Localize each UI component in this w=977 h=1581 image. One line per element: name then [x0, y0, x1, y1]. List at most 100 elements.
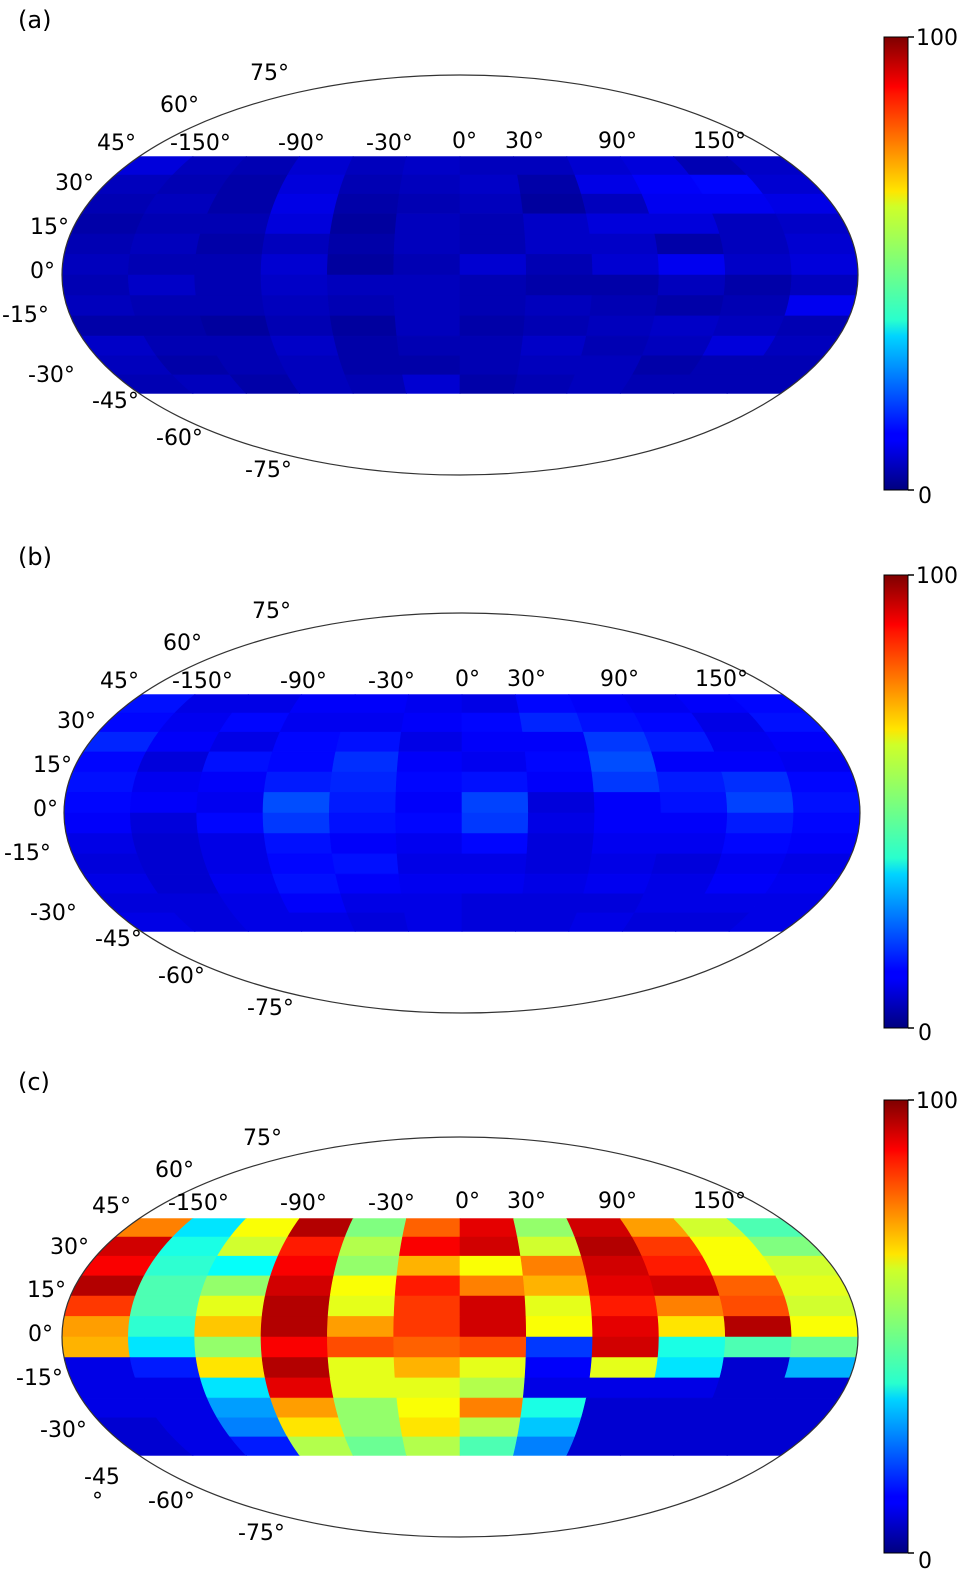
heatmap-cell [459, 156, 518, 176]
heatmap-cell [69, 1377, 145, 1399]
heatmap-cell [331, 853, 400, 875]
heatmap-cell [789, 1336, 859, 1358]
heatmap-cell [576, 893, 645, 914]
heatmap-cell [515, 694, 578, 714]
heatmap-cell [216, 1236, 289, 1257]
lat-label-m75-a: -75° [245, 458, 292, 483]
heatmap-cell [272, 731, 342, 753]
heatmap-cell [762, 1397, 840, 1419]
heatmap-cell [520, 335, 587, 357]
heatmap-cell [574, 1236, 643, 1257]
heatmap-cell [461, 694, 520, 714]
heatmap-cell [263, 771, 333, 793]
heatmap-cell [459, 1357, 527, 1379]
panel-a-plot [61, 74, 859, 476]
heatmap-cell [63, 1357, 136, 1379]
heatmap-cell [270, 335, 340, 357]
heatmap-cell [525, 254, 593, 276]
heatmap-cell [524, 233, 593, 255]
lat-label-15-a: 15° [30, 215, 69, 240]
heatmap-cell [574, 1417, 643, 1438]
heatmap-cell [580, 193, 650, 215]
heatmap-cell [719, 1357, 791, 1379]
heatmap-cell [775, 315, 851, 337]
heatmap-cell [517, 174, 582, 195]
heatmap-cell [762, 1255, 840, 1277]
heatmap-cell [524, 1357, 593, 1379]
heatmap-cell [576, 712, 645, 733]
heatmap-cell [65, 833, 138, 855]
heatmap-cell [206, 193, 279, 215]
heatmap-cell [262, 792, 331, 814]
heatmap-cell [519, 893, 584, 914]
heatmap-cell [262, 812, 331, 834]
heatmap-cell [398, 1236, 461, 1257]
heatmap-cell [702, 335, 777, 357]
heatmap-cell [764, 731, 842, 753]
heatmap-cell [199, 1275, 271, 1297]
heatmap-cell [143, 1397, 218, 1419]
lat-label-15-b: 15° [33, 753, 72, 778]
heatmap-cell [338, 1417, 403, 1438]
lat-label-m45-degree-c: ° [92, 1489, 103, 1514]
heatmap-cell [398, 731, 463, 753]
heatmap-cell [63, 812, 133, 834]
panel-b-plot [63, 612, 861, 1014]
heatmap-cell [402, 374, 461, 394]
lat-label-m45-a: -45° [92, 389, 139, 414]
heatmap-cell [649, 1377, 721, 1399]
heatmap-cell [580, 1397, 650, 1419]
heatmap-cell [517, 1236, 582, 1257]
lon-label-0-c: 0° [455, 1189, 480, 1214]
heatmap-cell [643, 731, 716, 753]
heatmap-cell [329, 833, 398, 855]
heatmap-cell [524, 853, 593, 875]
heatmap-cell [196, 812, 265, 834]
heatmap-cell [129, 1357, 201, 1379]
heatmap-cell [702, 1397, 777, 1419]
heatmap-cell [585, 213, 656, 235]
heatmap-cell [461, 853, 528, 875]
lat-label-m15-c: -15° [16, 1366, 63, 1391]
heatmap-cell [329, 1377, 398, 1399]
heatmap-cell [459, 1417, 522, 1438]
heatmap-cell [591, 771, 661, 793]
lat-label-0-c: 0° [28, 1322, 53, 1347]
heatmap-cell [130, 792, 199, 814]
heatmap-cell [789, 1316, 859, 1338]
heatmap-cell [657, 274, 726, 296]
heatmap-cell [520, 1255, 587, 1277]
lon-label-30-a: 30° [505, 129, 544, 154]
heatmap-cell [145, 873, 220, 895]
colorbar-c-min-label: 0 [918, 1549, 932, 1574]
heatmap-cell [654, 1295, 725, 1317]
panel-b: (b) 75° 60° 45° 30° 15° 0° -15° -30° -45… [4, 543, 958, 1046]
heatmap-cell [80, 193, 158, 215]
heatmap-cell [266, 853, 337, 875]
heatmap-cell [131, 771, 203, 793]
heatmap-cell [327, 254, 395, 276]
heatmap-cell [197, 833, 268, 855]
heatmap-cell [641, 1397, 714, 1419]
heatmap-cell [649, 315, 721, 337]
heatmap-cell [704, 731, 779, 753]
heatmap-cell [129, 1295, 201, 1317]
heatmap-cell [69, 1275, 145, 1297]
heatmap-cell [777, 853, 853, 875]
lon-label-90-a: 90° [598, 129, 637, 154]
lat-label-75-a: 75° [250, 61, 289, 86]
heatmap-cell [459, 335, 524, 357]
heatmap-cell [517, 1417, 582, 1438]
heatmap-cell [656, 771, 727, 793]
heatmap-cell [63, 295, 136, 317]
heatmap-cell [459, 1436, 518, 1456]
heatmap-cell [513, 156, 576, 176]
heatmap-cell [329, 812, 397, 834]
heatmap-cell [206, 335, 279, 357]
lon-label-m30-a: -30° [366, 131, 413, 156]
heatmap-cell [195, 1295, 266, 1317]
lat-label-m30-a: -30° [28, 363, 75, 388]
heatmap-cell [702, 1255, 777, 1277]
heatmap-cell [80, 1397, 158, 1419]
lat-label-30-b: 30° [57, 709, 96, 734]
